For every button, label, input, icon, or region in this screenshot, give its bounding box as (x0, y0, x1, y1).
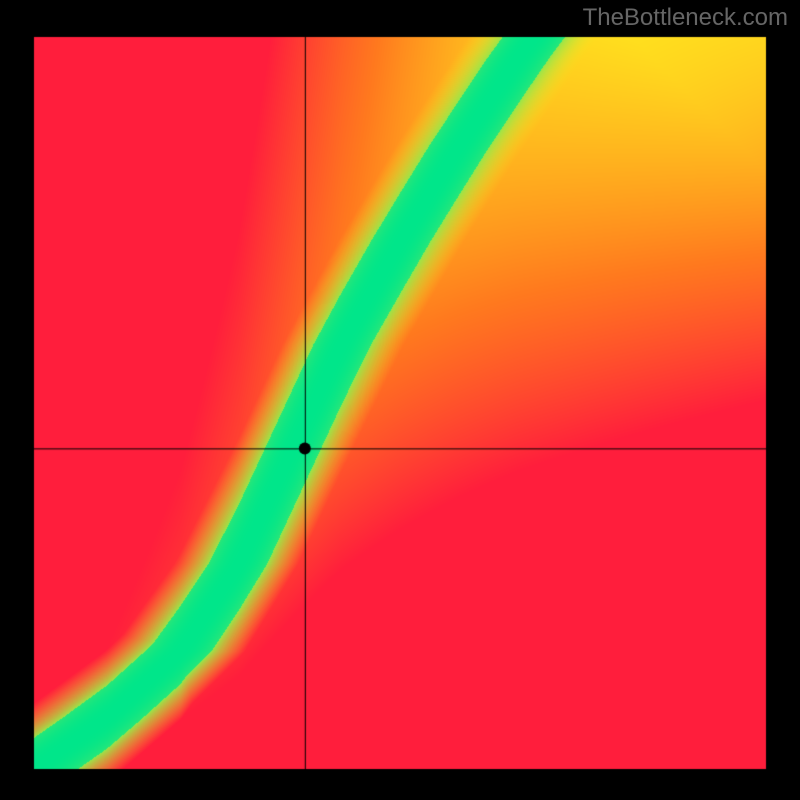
heatmap-canvas (0, 0, 800, 800)
chart-container: TheBottleneck.com (0, 0, 800, 800)
watermark-text: TheBottleneck.com (583, 4, 788, 32)
